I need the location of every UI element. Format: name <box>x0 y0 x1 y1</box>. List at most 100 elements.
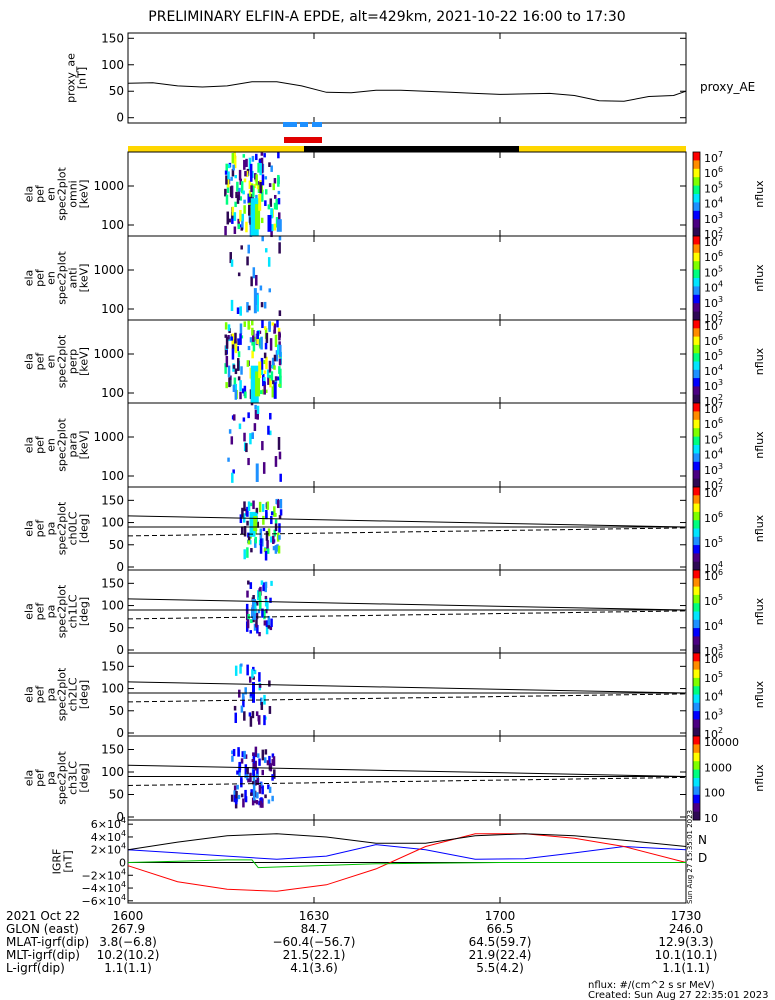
ela_pef_en_spec2plot_para-spectrogram-data <box>227 404 282 483</box>
y-tick-label: −4×104 <box>82 880 126 895</box>
anti-loss-cone-line <box>127 776 687 786</box>
loss-cone-line <box>127 681 687 694</box>
ela_pef_en_spec2plot_anti-panel: 1000100elapefenspec2plotanti[keV]1071061… <box>23 234 767 325</box>
y-tick-label: −6×104 <box>82 893 126 908</box>
colorbar-tick-label: 104 <box>704 280 723 295</box>
colorbar-tick-label: 103 <box>704 707 723 722</box>
ela_pef_pa_spec2plot_ch1LC-colorbar: 106 105 104 103 nflux <box>692 568 766 658</box>
colorbar-tick-label: 105 <box>704 431 723 446</box>
y-tick-label: 0 <box>116 810 124 824</box>
y-tick-label: 100 <box>101 469 124 483</box>
colorbar-tick-label: 104 <box>704 560 723 575</box>
y-tick-label: 100 <box>101 682 124 696</box>
colorbar-tick-label: 105 <box>704 593 723 608</box>
y-tick-label: −2×104 <box>82 867 126 882</box>
colorbar-tick-label: 106 <box>704 510 723 525</box>
x-row-value: 1700 <box>485 909 516 923</box>
colorbar-tick-label: 107 <box>704 318 723 333</box>
igrf-series-line <box>127 833 687 851</box>
x-row-value: 1630 <box>299 909 330 923</box>
colorbar-tick-label: 107 <box>704 150 723 165</box>
y-tick-label: 150 <box>101 743 124 757</box>
loss-cone-line <box>127 515 687 528</box>
y-tick-label: 100 <box>101 302 124 316</box>
legend-n: N <box>698 833 707 847</box>
ela_pef_en_spec2plot_omni-spectrogram-data <box>224 152 282 238</box>
y-tick-label: 50 <box>109 84 124 98</box>
y-axis-label: elapefpaspec2plotch3LC[deg] <box>23 751 91 805</box>
colorbar-tick-label: 103 <box>704 462 723 477</box>
proxy-ae-line <box>127 81 687 102</box>
colorbar-tick-label: 107 <box>704 485 723 500</box>
loss-cone-line <box>127 598 687 611</box>
ela_pef_pa_spec2plot_ch0LC-panel: 150100500elapefpaspec2plotch0LC[deg]1071… <box>23 485 767 575</box>
y-tick-label: 150 <box>101 659 124 673</box>
colorbar-label: nflux <box>753 514 766 542</box>
x-row-value: 1.1(1.1) <box>104 961 152 975</box>
y-axis-label: elapefenspec2plotpara[keV] <box>23 418 91 472</box>
ela_pef_pa_spec2plot_ch2LC-spectrogram-data <box>233 663 272 727</box>
y-tick-label: 100 <box>101 58 124 72</box>
y-tick-label: 100 <box>101 765 124 779</box>
ela_pef_en_spec2plot_omni-panel: 1000100elapefenspec2plotomni[keV]1071061… <box>23 150 767 241</box>
colorbar-tick-label: 105 <box>704 180 723 195</box>
anti-loss-cone-line <box>127 527 687 537</box>
ela_pef_pa_spec2plot_ch3LC-spectrogram-data <box>230 746 276 809</box>
igrf-panel: 6×1044×1042×1040−2×104−4×104−6×104IGRF[n… <box>51 810 708 908</box>
x-row-value: 84.7 <box>301 922 328 936</box>
colorbar-tick-label: 105 <box>704 670 723 685</box>
x-row-value: 3.8(−6.8) <box>99 935 157 949</box>
proxy-ae-panel: 150 100 50 0 proxy_ae[nT] proxy_AE <box>65 31 756 124</box>
y-tick-label: 150 <box>101 576 124 590</box>
y-tick-label: 2×104 <box>91 842 126 857</box>
colorbar-tick-label: 100 <box>704 787 725 800</box>
x-row-value: 66.5 <box>487 922 514 936</box>
igrf-series-line <box>127 859 686 869</box>
y-tick-label: 50 <box>109 621 124 635</box>
y-axis-label: elapefpaspec2plotch1LC[deg] <box>23 584 91 638</box>
colorbar-tick-label: 106 <box>704 568 723 583</box>
timestamp-stamp: Sun Aug 27 15:35:01 2023 <box>686 810 694 904</box>
shadow-bar <box>304 146 519 152</box>
colorbar-tick-label: 104 <box>704 363 723 378</box>
flag-red <box>284 137 322 143</box>
loss-cone-line <box>127 764 687 777</box>
colorbar-tick-label: 103 <box>704 378 723 393</box>
y-tick-label: 150 <box>101 493 124 507</box>
x-row-value: −60.4(−56.7) <box>273 935 356 949</box>
x-row-value: 21.5(22.1) <box>283 948 346 962</box>
colorbar-tick-label: 107 <box>704 234 723 249</box>
footer-units: nflux: #/(cm^2 s sr MeV) <box>588 980 715 991</box>
flag-blue <box>283 122 297 127</box>
sunlit-bar <box>128 146 304 152</box>
ela_pef_pa_spec2plot_ch3LC-colorbar: 10000 1000 100 10 nflux <box>692 735 766 825</box>
x-row-value: 246.0 <box>669 922 703 936</box>
y-tick-label: 0 <box>116 726 124 740</box>
colorbar-label: nflux <box>753 764 766 792</box>
y-tick-label: 50 <box>109 538 124 552</box>
y-tick-label: 1000 <box>93 430 124 444</box>
ela_pef_en_spec2plot_perp-spectrogram-data <box>224 320 282 406</box>
y-axis-label: elapefenspec2plotperp[keV] <box>23 334 91 388</box>
anti-loss-cone-line <box>127 693 687 703</box>
colorbar-tick-label: 104 <box>704 618 723 633</box>
colorbar-tick-label: 10 <box>704 812 718 825</box>
colorbar-tick-label: 103 <box>704 295 723 310</box>
ela_pef_en_spec2plot_perp-panel: 1000100elapefenspec2plotperp[keV]1071061… <box>23 318 767 408</box>
y-tick-label: 50 <box>109 704 124 718</box>
colorbar-tick-label: 102 <box>704 310 723 325</box>
x-row-value: 10.2(10.2) <box>97 948 160 962</box>
ela_pef_pa_spec2plot_ch2LC-panel: 150100500elapefpaspec2plotch2LC[deg]1061… <box>23 651 767 741</box>
ela_pef_pa_spec2plot_ch1LC-spectrogram-data <box>245 580 273 637</box>
y-tick-label: 100 <box>101 218 124 232</box>
colorbar-label: nflux <box>753 680 766 708</box>
y-axis-label: proxy_ae[nT] <box>65 53 89 103</box>
x-row-value: 1.1(1.1) <box>662 961 710 975</box>
x-row-value: 1730 <box>671 909 702 923</box>
colorbar-tick-label: 106 <box>704 416 723 431</box>
igrf-series-line <box>127 844 687 860</box>
footer-created: Created: Sun Aug 27 22:35:01 2023 <box>588 990 768 1000</box>
sunlit-bar <box>519 146 686 152</box>
